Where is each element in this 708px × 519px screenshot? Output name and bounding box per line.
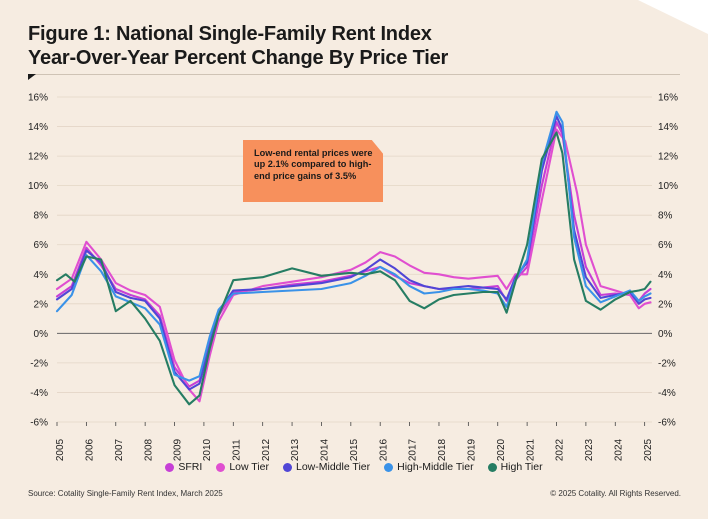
x-tick-label: 2022	[555, 438, 566, 461]
chart-title: Figure 1: National Single-Family Rent In…	[28, 22, 448, 70]
x-tick-label: 2006	[85, 438, 96, 461]
y-tick-label-right: -4%	[658, 388, 676, 399]
legend-swatch	[165, 462, 175, 472]
y-tick-label-left: -4%	[30, 388, 48, 399]
y-tick-label-left: -2%	[30, 358, 48, 369]
x-tick-label: 2019	[466, 438, 477, 461]
series-line-high-middle-tier	[55, 110, 652, 382]
title-accent-mark	[28, 74, 36, 80]
legend-label: Low Tier	[229, 461, 269, 473]
series-line-low-middle-tier	[55, 115, 652, 391]
y-tick-label-left: 4%	[34, 270, 49, 281]
chart-legend: SFRI Low Tier Low-Middle Tier High-Middle T…	[0, 461, 708, 473]
x-tick-label: 2017	[408, 438, 419, 461]
legend-item: High-Middle Tier	[384, 461, 474, 473]
x-tick-label: 2025	[643, 438, 654, 461]
x-tick-label: 2021	[525, 438, 536, 461]
x-tick-label: 2010	[202, 438, 213, 461]
x-tick-label: 2013	[290, 438, 301, 461]
chart-title-line-2: Year-Over-Year Percent Change By Price T…	[28, 47, 449, 69]
x-tick-label: 2015	[349, 438, 360, 461]
y-tick-label-left: 0%	[34, 329, 49, 340]
y-tick-label-right: 12%	[658, 152, 678, 163]
x-tick-label: 2020	[496, 438, 507, 461]
y-tick-label-left: -6%	[30, 418, 48, 429]
y-tick-label-right: 10%	[658, 181, 678, 192]
legend-swatch	[283, 462, 292, 472]
y-tick-label-right: -2%	[658, 358, 676, 369]
y-tick-label-left: 2%	[34, 299, 49, 310]
series-line-high-tier	[55, 131, 652, 406]
y-tick-label-left: 10%	[28, 181, 48, 192]
legend-swatch	[384, 462, 394, 472]
y-tick-label-left: 12%	[28, 152, 48, 163]
x-tick-label: 2012	[261, 438, 272, 461]
x-tick-label: 2023	[584, 438, 595, 461]
source-note: Source: Cotality Single-Family Rent Inde…	[28, 489, 223, 498]
y-tick-label-right: 2%	[658, 299, 673, 310]
legend-item: High Tier	[487, 461, 543, 473]
x-tick-label: 2011	[231, 439, 242, 461]
x-tick-label: 2024	[613, 438, 624, 461]
title-divider	[28, 74, 680, 75]
x-tick-label: 2016	[378, 438, 389, 461]
x-tick-label: 2018	[437, 438, 448, 461]
y-tick-label-right: 6%	[658, 240, 673, 251]
y-tick-label-right: 0%	[658, 329, 673, 340]
x-tick-label: 2005	[55, 438, 66, 461]
legend-label: High-Middle Tier	[397, 461, 474, 473]
x-tick-label: 2008	[143, 438, 154, 461]
x-tick-label: 2009	[173, 438, 184, 461]
x-tick-label: 2007	[114, 438, 125, 461]
y-tick-label-left: 6%	[34, 240, 49, 251]
y-tick-label-right: 16%	[658, 93, 678, 104]
series-line-low-tier	[55, 128, 652, 403]
callout-annotation: Low-end rental prices were up 2.1% compa…	[243, 140, 383, 202]
copyright-note: © 2025 Cotality. All Rights Reserved.	[550, 489, 681, 498]
legend-label: High Tier	[500, 461, 543, 473]
y-tick-label-right: -6%	[658, 418, 676, 429]
x-tick-label: 2014	[320, 438, 331, 461]
legend-item: Low-Middle Tier	[283, 461, 370, 473]
y-tick-label-left: 14%	[28, 122, 48, 133]
chart-title-line-1: Figure 1: National Single-Family Rent In…	[28, 23, 432, 45]
legend-swatch	[216, 462, 226, 472]
y-tick-label-right: 8%	[658, 211, 673, 222]
page-corner-fold	[638, 0, 708, 34]
legend-item: Low Tier	[216, 461, 269, 473]
y-tick-label-left: 16%	[28, 93, 48, 104]
legend-label: SFRI	[178, 461, 203, 473]
legend-item: SFRI	[165, 461, 202, 473]
y-tick-label-right: 14%	[658, 122, 678, 133]
legend-label: Low-Middle Tier	[296, 461, 371, 473]
legend-swatch	[487, 462, 497, 472]
y-tick-label-left: 8%	[34, 211, 49, 222]
y-tick-label-right: 4%	[658, 270, 673, 281]
